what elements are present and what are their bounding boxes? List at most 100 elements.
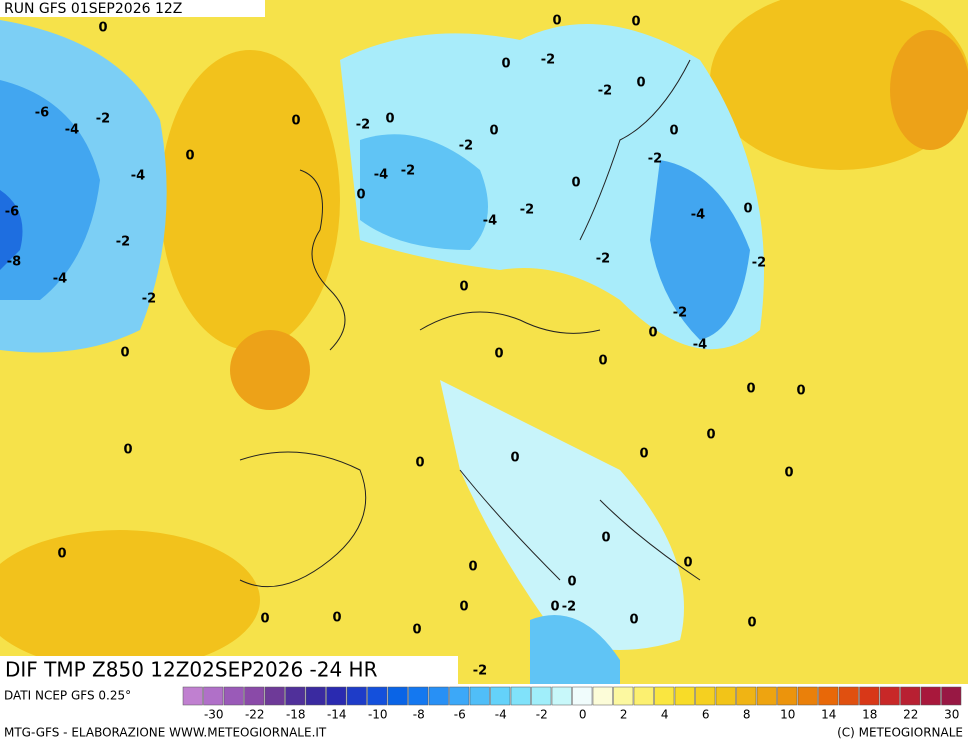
contour-label: -2 (596, 252, 610, 267)
contour-label: -2 (562, 600, 576, 615)
colorbar-tick-label: -10 (368, 708, 388, 722)
contour-label: 0 (683, 556, 692, 571)
color-swatch (510, 686, 531, 706)
color-swatch (346, 686, 367, 706)
contour-label: -2 (96, 112, 110, 127)
colorbar-tick-label: -22 (245, 708, 265, 722)
contour-label: -4 (131, 169, 145, 184)
color-swatch (654, 686, 675, 706)
contour-label: 0 (598, 354, 607, 369)
contour-labels: 0 0 0-20-20-6-4-2 0 -2 00-20 0-2-4 -4 -200-6-4-2… (5, 14, 806, 679)
contour-label: -2 (752, 256, 766, 271)
contour-label: 0 (489, 124, 498, 139)
contour-label: 0 (601, 531, 610, 546)
colorbar-tick-label: 8 (743, 708, 751, 722)
color-swatch (818, 686, 839, 706)
contour-label: -2 (401, 164, 415, 179)
contour-label: -2 (473, 664, 487, 679)
contour-label: 0 (784, 466, 793, 481)
contour-label: -2 (142, 292, 156, 307)
colorbar-tick-label: 22 (903, 708, 918, 722)
contour-label: 0 (631, 15, 640, 30)
colorbar-tick-label: -2 (536, 708, 548, 722)
contour-label: -4 (483, 214, 497, 229)
color-swatch (408, 686, 429, 706)
contour-label: -2 (356, 118, 370, 133)
map-background (0, 0, 968, 685)
color-swatch (797, 686, 818, 706)
contour-label: -4 (691, 208, 705, 223)
color-swatch (941, 686, 962, 706)
contour-label: -2 (520, 203, 534, 218)
field-box (0, 656, 458, 684)
color-swatch (879, 686, 900, 706)
color-swatch (326, 686, 347, 706)
color-swatch (305, 686, 326, 706)
contour-label: 0 (120, 346, 129, 361)
contour-label: 0 (57, 547, 66, 562)
colorbar-tick-label: 6 (702, 708, 710, 722)
colorbar-tick-label: 10 (780, 708, 795, 722)
contour-label: 0 (567, 575, 576, 590)
footer-left: MTG-GFS - ELABORAZIONE WWW.METEOGIORNALE… (4, 726, 327, 740)
data-source: DATI NCEP GFS 0.25° (4, 689, 131, 703)
colorbar: -30 -22 -18 -14 -10 -8 -6 -4 -2 0 2 4 6 8 10 14 18 22 30 (182, 686, 962, 722)
contour-label: 0 (550, 600, 559, 615)
color-swatch (449, 686, 470, 706)
contour-label: -4 (374, 168, 388, 183)
contour-label: 0 (260, 612, 269, 627)
colorbar-tick-label: -30 (204, 708, 224, 722)
color-swatch (859, 686, 880, 706)
run-title: RUN GFS 01SEP2026 12Z (4, 1, 182, 17)
field-title: DIF TMP Z850 12Z02SEP2026 -24 HR (5, 658, 378, 682)
color-swatch (203, 686, 224, 706)
contour-label: -2 (116, 235, 130, 250)
color-swatch (244, 686, 265, 706)
contour-label: 0 (356, 188, 365, 203)
contour-label: 0 (415, 456, 424, 471)
color-swatch (736, 686, 757, 706)
colorbar-tick-label: 4 (661, 708, 669, 722)
header-box (0, 0, 265, 17)
colorbar-tick-label: 18 (862, 708, 877, 722)
color-swatch (223, 686, 244, 706)
colorbar-tick-label: 14 (821, 708, 836, 722)
color-swatch (695, 686, 716, 706)
color-swatch (838, 686, 859, 706)
colorbar-tick-label: -18 (286, 708, 306, 722)
contour-label: 0 (185, 149, 194, 164)
color-swatch (572, 686, 593, 706)
color-swatch (633, 686, 654, 706)
contour-label: 0 (648, 326, 657, 341)
contour-label: -4 (53, 272, 67, 287)
footer-right: (C) METEOGIORNALE (837, 726, 963, 740)
contour-label: -2 (459, 139, 473, 154)
colorbar-tick-label: -6 (454, 708, 466, 722)
color-swatch (920, 686, 941, 706)
contour-label: 0 (501, 57, 510, 72)
contour-label: -2 (648, 152, 662, 167)
contour-label: 0 (412, 623, 421, 638)
contour-label: 0 (706, 428, 715, 443)
colorbar-tick-label: 2 (620, 708, 628, 722)
color-swatch (531, 686, 552, 706)
contour-label: 0 (796, 384, 805, 399)
contour-label: -4 (65, 123, 79, 138)
color-swatch (756, 686, 777, 706)
contour-label: 0 (639, 447, 648, 462)
contour-label: 0 (510, 451, 519, 466)
contour-label: -2 (598, 84, 612, 99)
contour-label: -6 (5, 205, 19, 220)
contour-label: 0 (629, 613, 638, 628)
contour-label: 0 (332, 611, 341, 626)
color-swatch (674, 686, 695, 706)
colorbar-tick-label: -4 (495, 708, 507, 722)
contour-label: 0 (571, 176, 580, 191)
contour-label: 0 (459, 280, 468, 295)
contour-label: 0 (669, 124, 678, 139)
colorbar-tick-label: -8 (413, 708, 425, 722)
contour-label: 0 (636, 76, 645, 91)
colorbar-tick-label: 0 (579, 708, 587, 722)
contour-label: -8 (7, 255, 21, 270)
